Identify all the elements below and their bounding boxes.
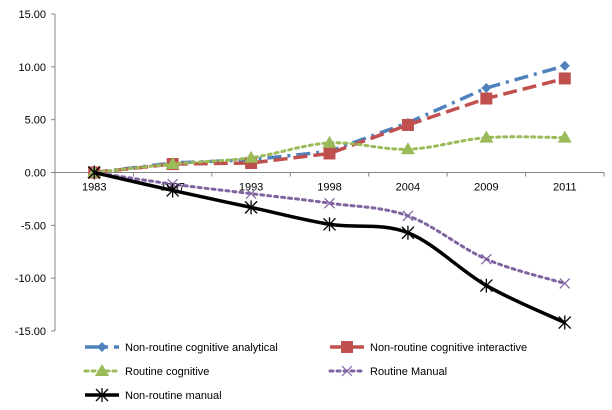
data-point — [558, 72, 571, 85]
y-tick-label: 0.00 — [25, 168, 46, 180]
y-tick-label: 5.00 — [25, 115, 46, 127]
data-point — [479, 278, 493, 293]
legend-item: Non-routine cognitive analytical — [85, 342, 278, 354]
data-point — [244, 200, 258, 215]
data-point — [557, 130, 572, 143]
x-tick-label: 1983 — [82, 182, 106, 194]
legend-item: Non-routine cognitive interactive — [330, 341, 527, 354]
legend-marker — [95, 388, 109, 402]
data-point — [481, 82, 492, 93]
data-point — [323, 147, 336, 160]
x-tick-label: 2004 — [396, 182, 420, 194]
x-tick-label: 2011 — [553, 182, 577, 194]
data-point — [401, 118, 414, 131]
legend-label: Routine Manual — [370, 366, 447, 378]
y-tick-label: 15.00 — [18, 9, 46, 21]
series-layer — [87, 60, 572, 330]
data-point — [480, 253, 492, 265]
legend-label: Non-routine cognitive analytical — [125, 342, 278, 354]
legend: Non-routine cognitive analytical Non-rout… — [83, 341, 527, 402]
series-5 — [87, 165, 572, 330]
series-1 — [89, 60, 570, 178]
series-line — [93, 170, 566, 325]
legend-item: Routine cognitive — [83, 364, 209, 378]
x-tick-label: 1993 — [239, 182, 263, 194]
legend-label: Routine cognitive — [125, 366, 209, 378]
legend-marker — [341, 341, 353, 353]
data-point — [559, 60, 570, 71]
data-point — [166, 183, 180, 198]
y-tick-label: -15.00 — [15, 326, 46, 338]
legend-label: Non-routine manual — [125, 390, 222, 402]
data-point — [87, 165, 101, 180]
data-point — [245, 156, 258, 169]
y-tick-label: 10.00 — [18, 62, 46, 74]
y-tick-label: -10.00 — [15, 273, 46, 285]
legend-marker — [341, 365, 353, 377]
data-point — [322, 135, 337, 148]
x-tick-label: 1998 — [317, 182, 341, 194]
legend-item: Non-routine manual — [85, 388, 222, 402]
data-point — [559, 278, 571, 289]
data-point — [558, 315, 572, 330]
data-point — [480, 92, 493, 105]
series-2 — [88, 72, 571, 179]
data-point — [401, 225, 415, 240]
y-tick-label: -5.00 — [21, 220, 46, 232]
data-point — [244, 150, 259, 163]
legend-item: Routine Manual — [328, 365, 447, 378]
data-point — [400, 142, 415, 155]
data-point — [479, 130, 494, 143]
data-point — [165, 157, 180, 170]
data-point — [402, 210, 414, 222]
data-point — [245, 188, 257, 200]
data-point — [323, 217, 336, 232]
series-3 — [87, 130, 572, 178]
legend-marker — [95, 364, 109, 376]
x-tick-label: 2009 — [474, 182, 498, 194]
data-point — [324, 197, 335, 209]
legend-label: Non-routine cognitive interactive — [370, 342, 527, 354]
legend-marker — [97, 342, 107, 352]
